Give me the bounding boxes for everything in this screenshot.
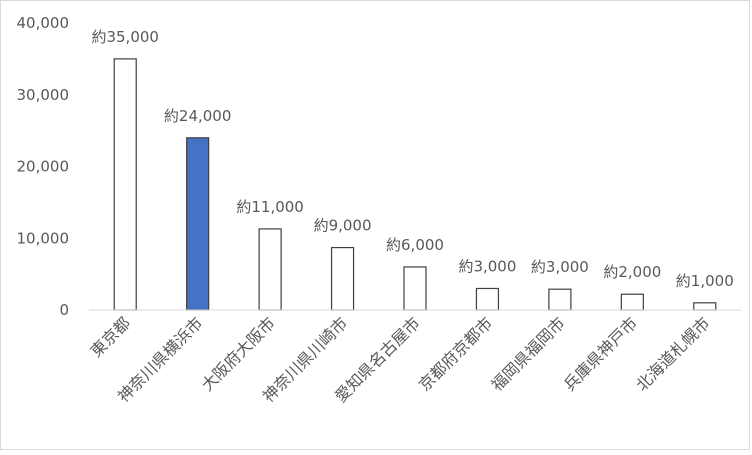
bar	[186, 137, 210, 311]
bars	[113, 58, 717, 311]
y-tick-label: 40,000	[17, 14, 70, 32]
bar	[475, 287, 500, 311]
data-label: 約3,000	[531, 258, 589, 276]
bar	[330, 246, 355, 311]
data-label: 約24,000	[164, 107, 232, 125]
category-labels: 東京都神奈川県横浜市大阪府大阪市神奈川県川崎市愛知県名古屋市京都府京都市福岡県福…	[87, 313, 714, 406]
bar	[693, 302, 717, 311]
data-labels: 約35,000 約24,000 約11,000 約9,000 約6,000 約3,000 約…	[91, 28, 733, 290]
data-label: 約6,000	[386, 236, 444, 254]
data-label: 約1,000	[676, 272, 734, 290]
bar	[403, 266, 427, 311]
bar	[113, 58, 137, 311]
data-label: 約2,000	[603, 263, 661, 281]
category-label: 福岡県福岡市	[487, 313, 568, 394]
category-label: 兵庫県神戸市	[560, 313, 641, 394]
data-label: 約35,000	[91, 28, 159, 46]
category-label: 東京都	[87, 313, 134, 360]
y-axis-ticks: 0 10,000 20,000 30,000 40,000	[17, 14, 70, 319]
data-label: 約11,000	[236, 198, 304, 216]
category-label: 大阪府大阪市	[198, 313, 279, 394]
y-tick-label: 30,000	[17, 86, 70, 104]
bar	[548, 288, 572, 311]
y-tick-label: 20,000	[17, 158, 70, 176]
data-label: 約9,000	[314, 217, 372, 235]
category-label: 北海道札幌市	[632, 313, 713, 394]
data-label: 約3,000	[458, 257, 516, 275]
y-tick-label: 10,000	[17, 229, 70, 247]
bar	[258, 228, 282, 311]
category-label: 京都府京都市	[415, 313, 496, 394]
y-tick-label: 0	[59, 301, 69, 319]
bar	[620, 293, 644, 311]
